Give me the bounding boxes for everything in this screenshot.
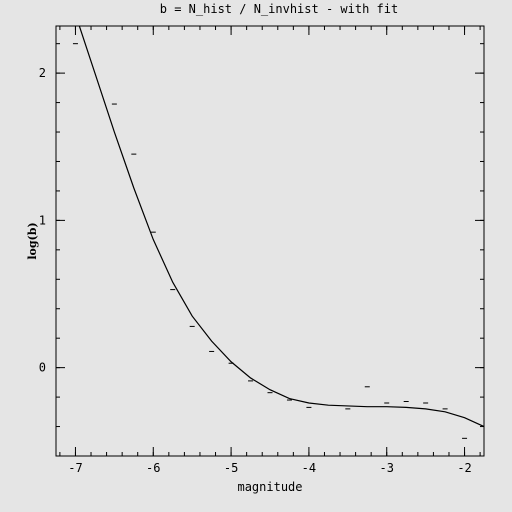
- axis-ticks: [56, 26, 484, 456]
- plot-frame: [56, 26, 484, 456]
- y-tick-label: 1: [39, 213, 46, 227]
- fit-curve: [79, 26, 484, 427]
- x-axis-label: magnitude: [237, 480, 302, 494]
- x-tick-label: -6: [146, 461, 160, 475]
- y-axis-label: log(b): [26, 222, 39, 259]
- plot-area: [73, 26, 484, 438]
- x-tick-label: -2: [457, 461, 471, 475]
- x-tick-label: -5: [224, 461, 238, 475]
- y-tick-label: 2: [39, 66, 46, 80]
- x-tick-label: -7: [68, 461, 82, 475]
- axis-tick-labels: -7 -6 -5 -4 -3 -2 0 1 2: [39, 66, 472, 475]
- x-tick-label: -3: [380, 461, 394, 475]
- chart-title: b = N_hist / N_invhist - with fit: [160, 2, 398, 16]
- x-tick-label: -4: [302, 461, 316, 475]
- y-tick-label: 0: [39, 361, 46, 375]
